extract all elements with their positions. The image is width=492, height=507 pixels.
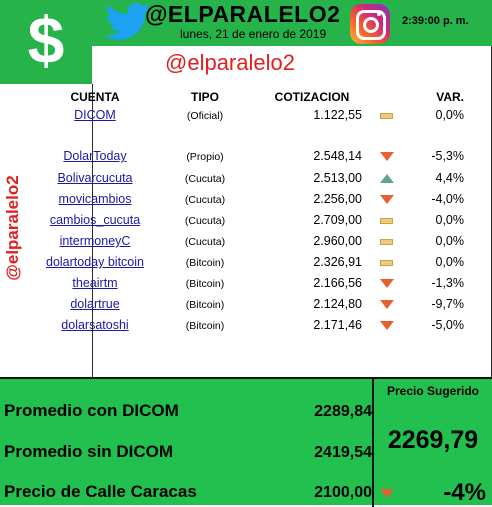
promedio-sin-value: 2419,54 — [314, 444, 372, 461]
quote-value: 2.326,91 — [313, 255, 362, 269]
quote-value: 2.548,14 — [313, 149, 362, 163]
quote-value: 1.122,55 — [313, 108, 362, 122]
header-band — [92, 0, 492, 46]
account-link[interactable]: DICOM — [74, 108, 116, 122]
calle-percent: -4% — [443, 479, 486, 506]
account-link[interactable]: intermoneyC — [59, 234, 131, 248]
left-divider — [92, 84, 93, 377]
trend-down-icon — [380, 321, 394, 330]
account-type: (Cucuta) — [184, 194, 226, 206]
trend-down-icon — [380, 279, 394, 288]
sugerido-label: Precio Sugerido — [386, 384, 480, 398]
account-type: (Bitcoin) — [185, 278, 225, 290]
table-row: DolarToday (Propio) 2.548,14 -5,3% — [0, 149, 492, 170]
account-type: (Cucuta) — [184, 215, 226, 227]
account-link[interactable]: theairtm — [72, 276, 118, 290]
header-cuenta: CUENTA — [70, 90, 120, 104]
variation-value: -5,0% — [431, 318, 464, 332]
dollar-logo: $ — [0, 0, 92, 84]
quote-value: 2.960,00 — [313, 234, 362, 248]
table-row: intermoneyC (Cucuta) 2.960,00 0,0% — [0, 234, 492, 255]
variation-value: 0,0% — [435, 234, 465, 248]
account-type: (Cucuta) — [184, 236, 226, 248]
trend-flat-icon — [380, 113, 393, 119]
calle-down-arrow-icon — [380, 489, 394, 498]
handle-label: @elparalelo2 — [165, 50, 295, 75]
sugerido-value: 2269,79 — [387, 426, 479, 454]
variation-value: -9,7% — [431, 297, 464, 311]
calle-value: 2100,00 — [314, 484, 372, 501]
account-link[interactable]: dolartrue — [70, 297, 120, 311]
trend-down-icon — [380, 152, 394, 161]
header-var: VAR. — [436, 90, 464, 104]
time-label: 2:39:00 p. m. — [402, 15, 469, 27]
account-link[interactable]: movicambios — [58, 192, 132, 206]
trend-down-icon — [380, 195, 394, 204]
table-row: DICOM (Oficial) 1.122,55 0,0% — [0, 108, 492, 129]
table-row: dolartrue (Bitcoin) 2.124,80 -9,7% — [0, 297, 492, 318]
header-cotizacion: COTIZACION — [274, 90, 350, 104]
quote-value: 2.166,56 — [313, 276, 362, 290]
variation-value: 4,4% — [435, 171, 465, 185]
variation-value: -4,0% — [431, 192, 464, 206]
account-type: (Propio) — [186, 151, 224, 163]
quote-value: 2.171,46 — [313, 318, 362, 332]
table-row: theairtm (Bitcoin) 2.166,56 -1,3% — [0, 276, 492, 297]
table-row: dolarsatoshi (Bitcoin) 2.171,46 -5,0% — [0, 318, 492, 339]
calle-label: Precio de Calle Caracas — [4, 482, 197, 501]
account-link[interactable]: dolartoday bitcoin — [46, 255, 144, 269]
table-row: dolartoday bitcoin (Bitcoin) 2.326,91 0,0% — [0, 255, 492, 276]
variation-value: 0,0% — [435, 108, 465, 122]
variation-value: -1,3% — [431, 276, 464, 290]
table-row: movicambios (Cucuta) 2.256,00 -4,0% — [0, 192, 492, 213]
account-type: (Oficial) — [186, 110, 224, 122]
variation-value: 0,0% — [435, 255, 465, 269]
variation-value: 0,0% — [435, 213, 465, 227]
promedio-con-label: Promedio con DICOM — [4, 401, 179, 420]
quote-value: 2.256,00 — [313, 192, 362, 206]
promedio-sin-label: Promedio sin DICOM — [4, 442, 174, 461]
quote-value: 2.709,00 — [313, 213, 362, 227]
date-label: lunes, 21 de enero de 2019 — [180, 27, 327, 41]
account-link[interactable]: Bolivarcucuta — [57, 171, 133, 185]
summary-divider — [372, 379, 374, 507]
account-link[interactable]: cambios_cucuta — [49, 213, 141, 227]
brand-title: @ELPARALELO2 — [145, 1, 341, 27]
quote-value: 2.513,00 — [313, 171, 362, 185]
account-type: (Bitcoin) — [185, 299, 225, 311]
instagram-icon — [350, 4, 390, 44]
account-type: (Cucuta) — [184, 173, 226, 185]
dollar-icon: $ — [27, 3, 65, 77]
promedio-con-value: 2289,84 — [314, 403, 372, 420]
trend-flat-icon — [380, 218, 393, 224]
variation-value: -5,3% — [431, 149, 464, 163]
trend-up-icon — [380, 174, 394, 183]
twitter-icon — [105, 3, 151, 40]
trend-flat-icon — [380, 260, 393, 266]
account-link[interactable]: DolarToday — [63, 149, 127, 163]
table-row: Bolivarcucuta (Cucuta) 2.513,00 4,4% — [0, 171, 492, 192]
account-type: (Bitcoin) — [185, 257, 225, 269]
quote-value: 2.124,80 — [313, 297, 362, 311]
account-link[interactable]: dolarsatoshi — [61, 318, 129, 332]
account-type: (Bitcoin) — [185, 320, 225, 332]
summary-panel: Promedio con DICOM 2289,84 Promedio sin … — [0, 377, 492, 507]
trend-flat-icon — [380, 239, 393, 245]
trend-down-icon — [380, 300, 394, 309]
header-tipo: TIPO — [190, 90, 219, 104]
table-row: cambios_cucuta (Cucuta) 2.709,00 0,0% — [0, 213, 492, 234]
